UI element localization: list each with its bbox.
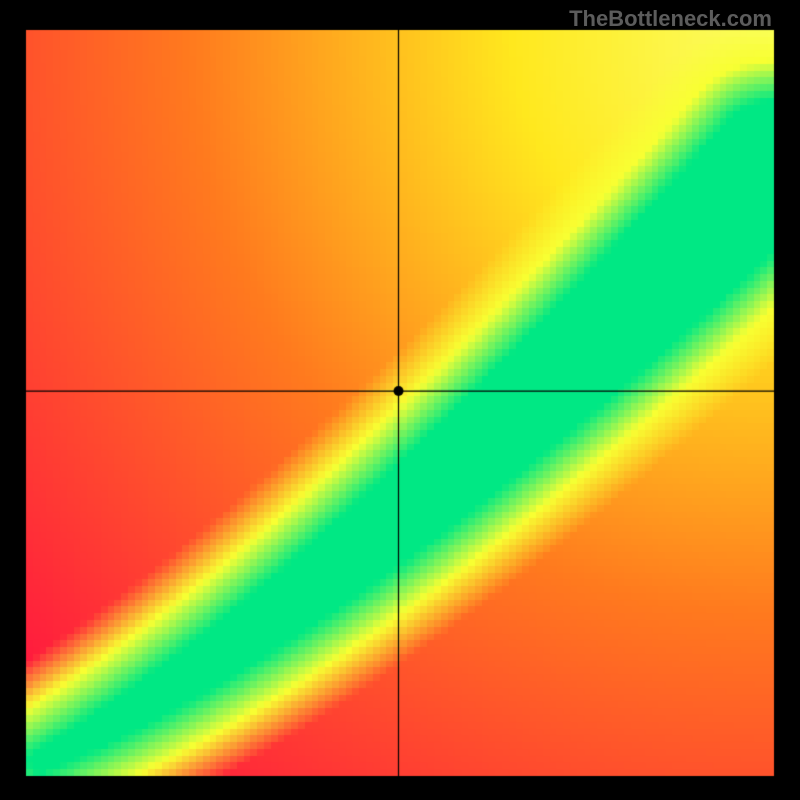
chart-container: TheBottleneck.com (0, 0, 800, 800)
heatmap-plot (0, 0, 800, 800)
watermark-label: TheBottleneck.com (569, 6, 772, 32)
